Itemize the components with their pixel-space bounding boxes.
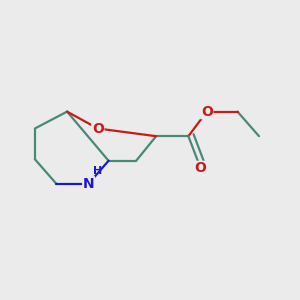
Text: O: O	[201, 105, 213, 118]
Text: O: O	[195, 161, 207, 176]
Text: O: O	[92, 122, 104, 136]
Text: N: N	[83, 177, 94, 191]
Text: H: H	[93, 166, 102, 176]
